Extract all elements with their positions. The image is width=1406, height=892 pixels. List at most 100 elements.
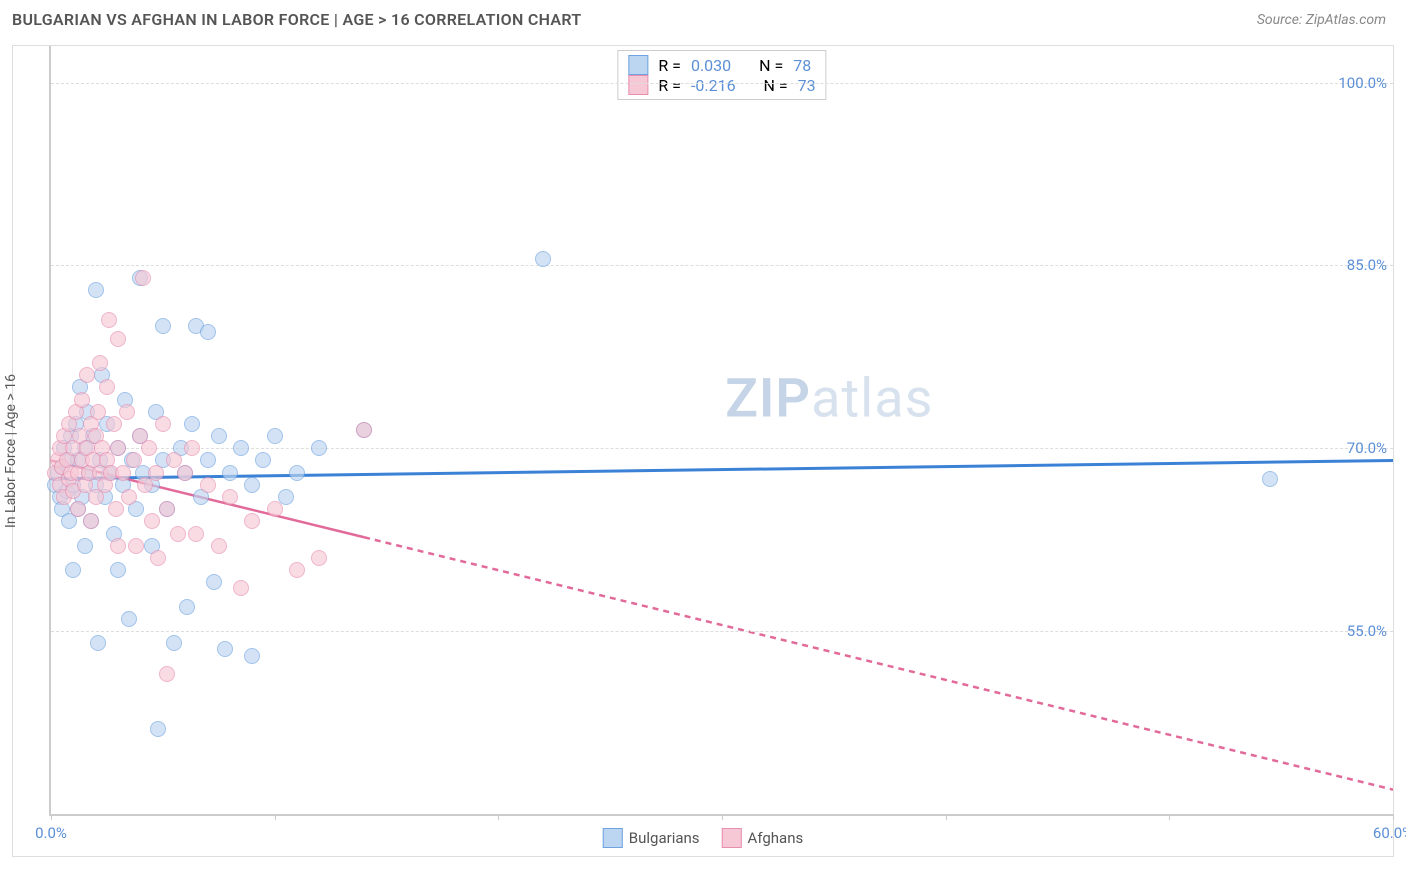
data-point [70,501,86,517]
data-point [170,526,186,542]
watermark-zip: ZIP [725,368,811,431]
data-point [200,452,216,468]
swatch-bulgarians [628,55,648,75]
y-tick-label: 85.0% [1347,256,1387,274]
data-point [137,477,153,493]
n-label: N = [759,56,783,75]
data-point [121,611,137,627]
data-point [115,465,131,481]
data-point [244,513,260,529]
y-tick-label: 100.0% [1338,74,1387,92]
data-point [535,251,551,267]
chart-title: BULGARIAN VS AFGHAN IN LABOR FORCE | AGE… [12,10,581,29]
x-tick [498,814,499,820]
plot-area: ZIPatlas R = 0.030 N = 78 R = -0.216 N =… [49,46,1393,816]
watermark: ZIPatlas [725,368,933,431]
legend-row-afghans: R = -0.216 N = 73 [628,75,815,95]
data-point [289,465,305,481]
data-point [119,404,135,420]
gridline [51,631,1393,632]
data-point [110,562,126,578]
data-point [65,562,81,578]
trend-lines [51,46,1393,814]
data-point [211,428,227,444]
data-point [128,538,144,554]
data-point [184,440,200,456]
data-point [311,440,327,456]
x-tick [1169,814,1170,820]
data-point [200,324,216,340]
n-value-bulgarians: 78 [793,56,811,75]
data-point [121,489,137,505]
legend-swatch [603,828,623,848]
x-tick-label: 0.0% [35,824,67,842]
data-point [206,574,222,590]
legend-swatch [722,828,742,848]
data-point [222,489,238,505]
y-tick-label: 55.0% [1347,622,1387,640]
data-point [108,501,124,517]
data-point [184,416,200,432]
series-legend: Bulgarians Afghans [603,828,803,848]
data-point [211,538,227,554]
legend-item: Afghans [722,828,804,848]
r-value-bulgarians: 0.030 [691,56,731,75]
legend-label: Afghans [748,829,804,847]
correlation-legend: R = 0.030 N = 78 R = -0.216 N = 73 [617,50,826,100]
n-value-afghans: 73 [798,76,816,95]
data-point [233,440,249,456]
swatch-afghans [628,75,648,95]
data-point [101,312,117,328]
data-point [200,477,216,493]
data-point [74,392,90,408]
y-tick-label: 70.0% [1347,439,1387,457]
data-point [267,428,283,444]
data-point [1262,471,1278,487]
data-point [135,270,151,286]
chart-container: In Labor Force | Age > 16 ZIPatlas R = 0… [12,45,1394,857]
data-point [311,550,327,566]
data-point [144,513,160,529]
data-point [155,416,171,432]
data-point [148,465,164,481]
data-point [255,452,271,468]
data-point [217,641,233,657]
data-point [159,666,175,682]
r-value-afghans: -0.216 [691,76,736,95]
data-point [177,465,193,481]
gridline [51,448,1393,449]
data-point [222,465,238,481]
data-point [92,355,108,371]
data-point [150,550,166,566]
legend-label: Bulgarians [629,829,700,847]
data-point [233,580,249,596]
data-point [244,648,260,664]
data-point [126,452,142,468]
data-point [356,422,372,438]
data-point [77,538,93,554]
data-point [110,440,126,456]
data-point [110,538,126,554]
x-tick [51,814,52,820]
data-point [150,721,166,737]
legend-item: Bulgarians [603,828,700,848]
data-point [90,635,106,651]
data-point [106,416,122,432]
x-tick [946,814,947,820]
n-label: N = [764,76,788,95]
watermark-atlas: atlas [811,368,933,431]
legend-row-bulgarians: R = 0.030 N = 78 [628,55,815,75]
data-point [83,513,99,529]
data-point [79,367,95,383]
data-point [188,526,204,542]
data-point [159,501,175,517]
data-point [267,501,283,517]
data-point [166,635,182,651]
x-tick [275,814,276,820]
chart-source: Source: ZipAtlas.com [1257,12,1386,28]
data-point [99,379,115,395]
r-label: R = [658,76,681,95]
r-label: R = [658,56,681,75]
y-axis-label: In Labor Force | Age > 16 [3,374,19,528]
data-point [289,562,305,578]
